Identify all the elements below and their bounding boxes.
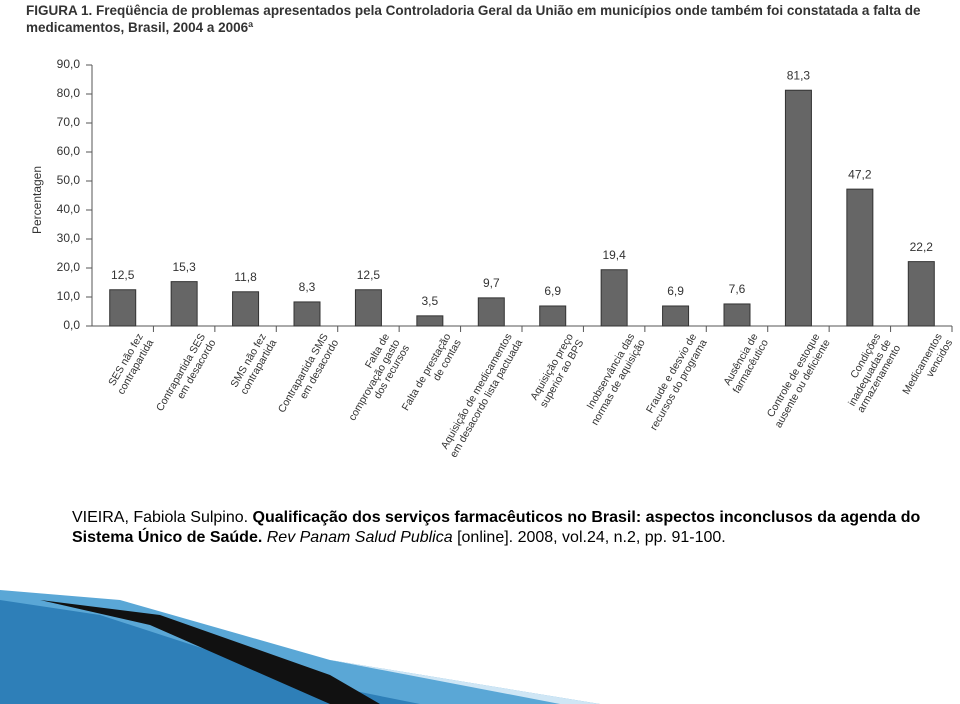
journal: Rev Panam Salud Publica — [266, 529, 453, 546]
value-label: 6,9 — [544, 284, 561, 298]
value-label: 15,3 — [172, 260, 196, 274]
value-label: 8,3 — [299, 280, 316, 294]
value-label: 3,5 — [422, 294, 439, 308]
bar — [232, 291, 260, 327]
y-tick-label: 30,0 — [57, 231, 81, 245]
value-label: 7,6 — [729, 282, 746, 296]
y-tick-label: 90,0 — [57, 57, 81, 71]
bar — [846, 188, 874, 327]
decoration — [330, 660, 600, 704]
y-tick-label: 40,0 — [57, 202, 81, 216]
value-label: 12,5 — [357, 268, 381, 282]
bar — [354, 289, 382, 327]
bar — [662, 305, 690, 327]
value-label: 9,7 — [483, 276, 500, 290]
value-label: 81,3 — [787, 68, 811, 82]
chart-title: FIGURA 1. Freqüência de problemas aprese… — [26, 3, 921, 35]
decoration — [40, 600, 380, 704]
author: VIEIRA, Fabiola Sulpino. — [72, 509, 249, 526]
y-tick-label: 70,0 — [57, 115, 81, 129]
citation: VIEIRA, Fabiola Sulpino. Qualificação do… — [72, 508, 960, 548]
value-label: 19,4 — [602, 248, 626, 262]
y-tick-label: 50,0 — [57, 173, 81, 187]
bar — [477, 297, 505, 327]
value-label: 6,9 — [667, 284, 684, 298]
bar — [416, 315, 444, 327]
decoration — [0, 600, 420, 704]
y-tick-label: 60,0 — [57, 144, 81, 158]
y-tick-label: 20,0 — [57, 260, 81, 274]
details: [online]. 2008, vol.24, n.2, pp. 91-100. — [457, 529, 726, 546]
bar — [600, 269, 628, 327]
bar — [170, 281, 198, 327]
value-label: 11,8 — [234, 270, 257, 284]
y-tick-label: 80,0 — [57, 86, 81, 100]
y-tick-label: 10,0 — [57, 289, 81, 303]
value-label: 22,2 — [910, 240, 934, 254]
bar — [293, 301, 321, 327]
y-axis-label: Percentagen — [30, 166, 44, 234]
bar — [907, 261, 935, 327]
bar — [539, 305, 567, 327]
article-title: Qualificação dos serviços farmacêuticos … — [72, 509, 921, 546]
bar — [723, 303, 751, 327]
bar — [109, 289, 137, 327]
value-label: 47,2 — [848, 167, 872, 181]
value-label: 12,5 — [111, 268, 135, 282]
bar — [784, 89, 812, 327]
y-tick-label: 0,0 — [63, 318, 80, 332]
